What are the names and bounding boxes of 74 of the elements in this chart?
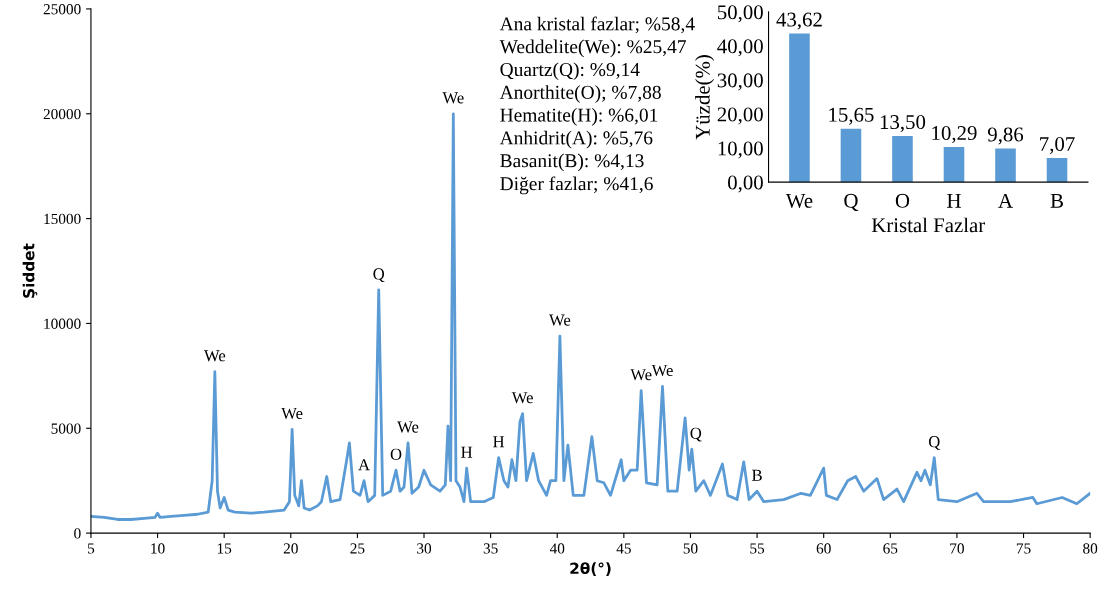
bar bbox=[892, 136, 913, 183]
annotation: We bbox=[281, 407, 303, 420]
annotation: Q bbox=[690, 427, 702, 442]
x-tick-label: 5 bbox=[88, 543, 95, 554]
y-tick-label: 5000 bbox=[51, 423, 81, 434]
x-tick-label: 60 bbox=[816, 543, 831, 554]
annotation: Q bbox=[928, 436, 940, 450]
annotation: Anhidrit(A): %5,76 bbox=[499, 130, 653, 149]
y-tick-label: 30,00 bbox=[717, 73, 763, 91]
y-tick-label: 40,00 bbox=[717, 39, 763, 57]
annotation: H bbox=[461, 446, 473, 458]
x-tick-label: 55 bbox=[750, 543, 765, 554]
data-label: 10,29 bbox=[932, 125, 977, 144]
annotation: We bbox=[397, 421, 419, 433]
x-tick-label: 30 bbox=[417, 543, 432, 554]
y-tick-label: 0 bbox=[74, 528, 81, 539]
x-tick-label: 45 bbox=[616, 543, 631, 554]
annotation: We bbox=[630, 369, 652, 381]
y-axis-title: Yüzde(%) bbox=[695, 55, 715, 140]
x-tick-label: 75 bbox=[1016, 543, 1031, 554]
annotation: We bbox=[549, 314, 571, 326]
data-label: 43,62 bbox=[776, 12, 822, 30]
y-tick-label: 10,00 bbox=[718, 141, 763, 159]
x-tick-label: We bbox=[785, 193, 813, 208]
x-tick-label: O bbox=[895, 193, 910, 208]
annotation: Quartz(Q): %9,14 bbox=[500, 62, 640, 81]
annotation: B bbox=[752, 469, 762, 481]
x-tick-label: 25 bbox=[350, 543, 365, 554]
x-tick-label: 35 bbox=[483, 543, 498, 554]
annotation: Diğer fazlar; %41,6 bbox=[500, 176, 653, 195]
data-label: 7,07 bbox=[1040, 136, 1075, 154]
y-tick-label: 20,00 bbox=[717, 107, 763, 125]
bar bbox=[943, 147, 965, 183]
bar bbox=[789, 33, 810, 183]
y-tick-label: 10000 bbox=[44, 318, 81, 329]
x-tick-label: 65 bbox=[883, 543, 898, 554]
annotation: We bbox=[651, 364, 673, 377]
annotation: Basanit(B): %4,13 bbox=[500, 153, 644, 172]
x-tick-label: 50 bbox=[683, 543, 698, 554]
annotation: O bbox=[390, 448, 402, 460]
annotation: We bbox=[511, 392, 533, 404]
y-tick-label: 20000 bbox=[43, 108, 81, 120]
x-tick-label: 70 bbox=[950, 543, 964, 554]
x-tick-label: B bbox=[1050, 193, 1063, 208]
annotation: A bbox=[358, 459, 370, 471]
x-axis-title: 2θ(°) bbox=[570, 562, 611, 576]
x-axis-title: Kristal Fazlar bbox=[871, 217, 986, 233]
x-tick-label: 40 bbox=[549, 543, 565, 554]
x-tick-label: 80 bbox=[1083, 543, 1098, 554]
annotation: H bbox=[493, 436, 505, 448]
annotation: We bbox=[203, 350, 226, 362]
y-tick-label: 15000 bbox=[44, 213, 81, 225]
annotation: Q bbox=[373, 268, 385, 283]
annotation: Anorthite(O); %7,88 bbox=[499, 85, 661, 103]
y-axis-title: Şiddet bbox=[22, 243, 38, 298]
x-tick-label: 10 bbox=[151, 543, 165, 554]
annotation: Hematite(H): %6,01 bbox=[500, 108, 658, 126]
x-tick-label: Q bbox=[844, 193, 859, 212]
annotation: We bbox=[442, 92, 464, 104]
y-tick-label: 25000 bbox=[43, 4, 81, 15]
bar bbox=[1046, 158, 1068, 183]
x-tick-label: H bbox=[947, 193, 961, 208]
annotation: Ana kristal fazlar; %58,4 bbox=[499, 16, 695, 34]
bar bbox=[995, 148, 1016, 183]
x-tick-label: A bbox=[998, 193, 1013, 208]
data-label: 9,86 bbox=[987, 127, 1024, 145]
y-tick-label: 0,00 bbox=[728, 175, 763, 193]
y-tick-label: 50,00 bbox=[718, 5, 763, 23]
bar bbox=[840, 128, 862, 183]
data-label: 13,50 bbox=[880, 115, 926, 133]
x-tick-label: 20 bbox=[283, 543, 298, 554]
annotation: Weddelite(We): %25,47 bbox=[499, 39, 686, 58]
data-label: 15,65 bbox=[829, 107, 874, 125]
x-tick-label: 15 bbox=[217, 543, 232, 554]
